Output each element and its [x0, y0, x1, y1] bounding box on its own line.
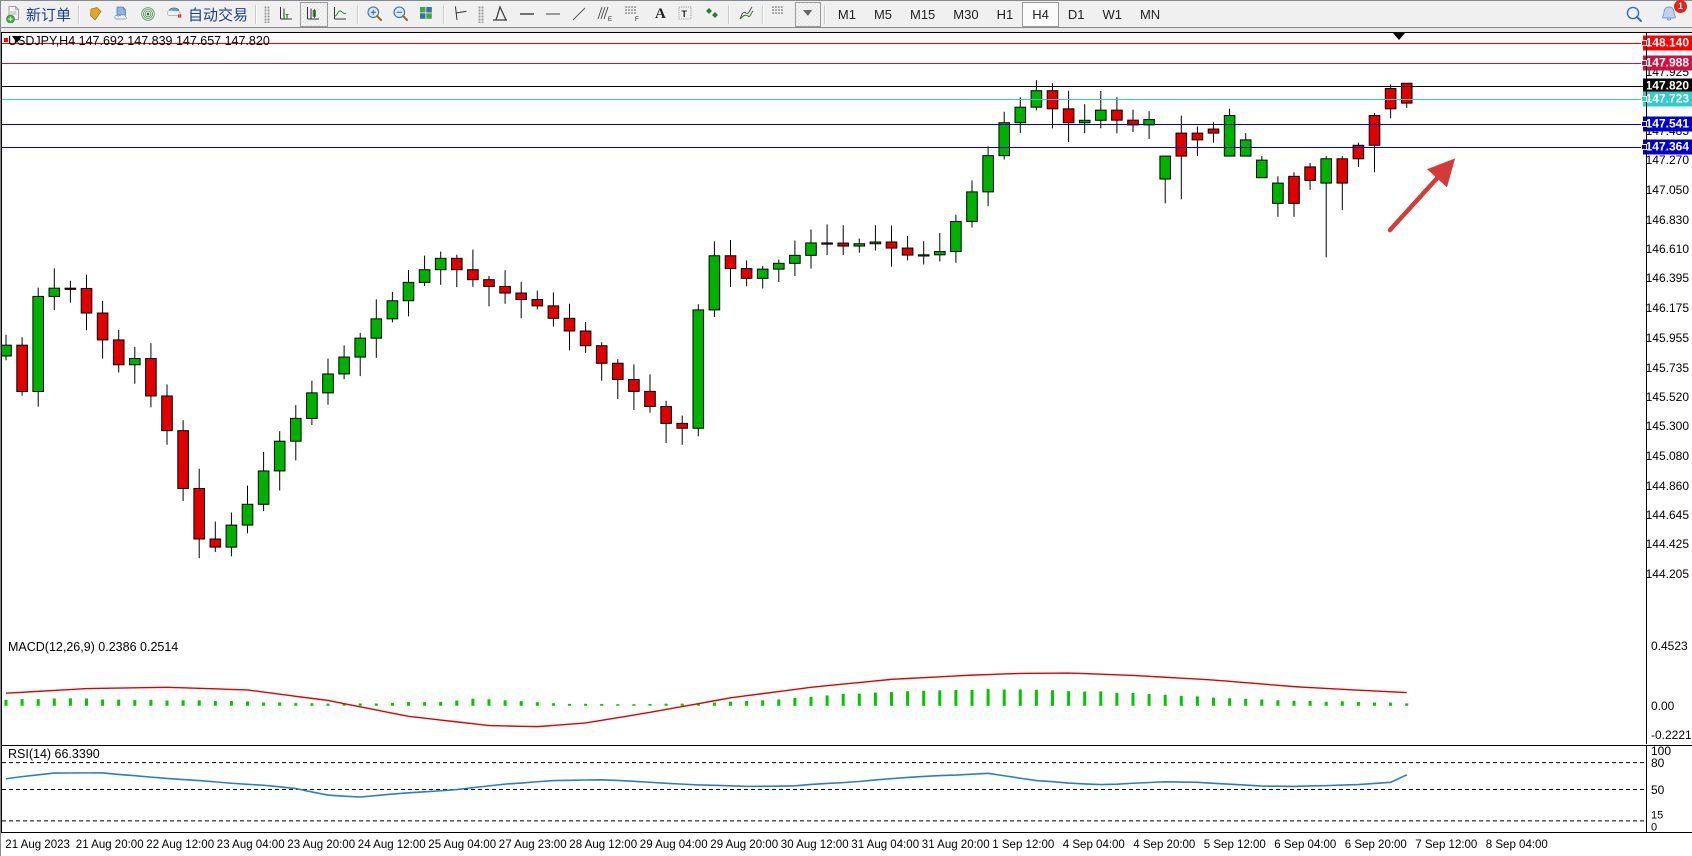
svg-text:E: E: [608, 17, 612, 23]
svg-text:F: F: [635, 17, 639, 23]
svg-text:T: T: [681, 9, 687, 19]
